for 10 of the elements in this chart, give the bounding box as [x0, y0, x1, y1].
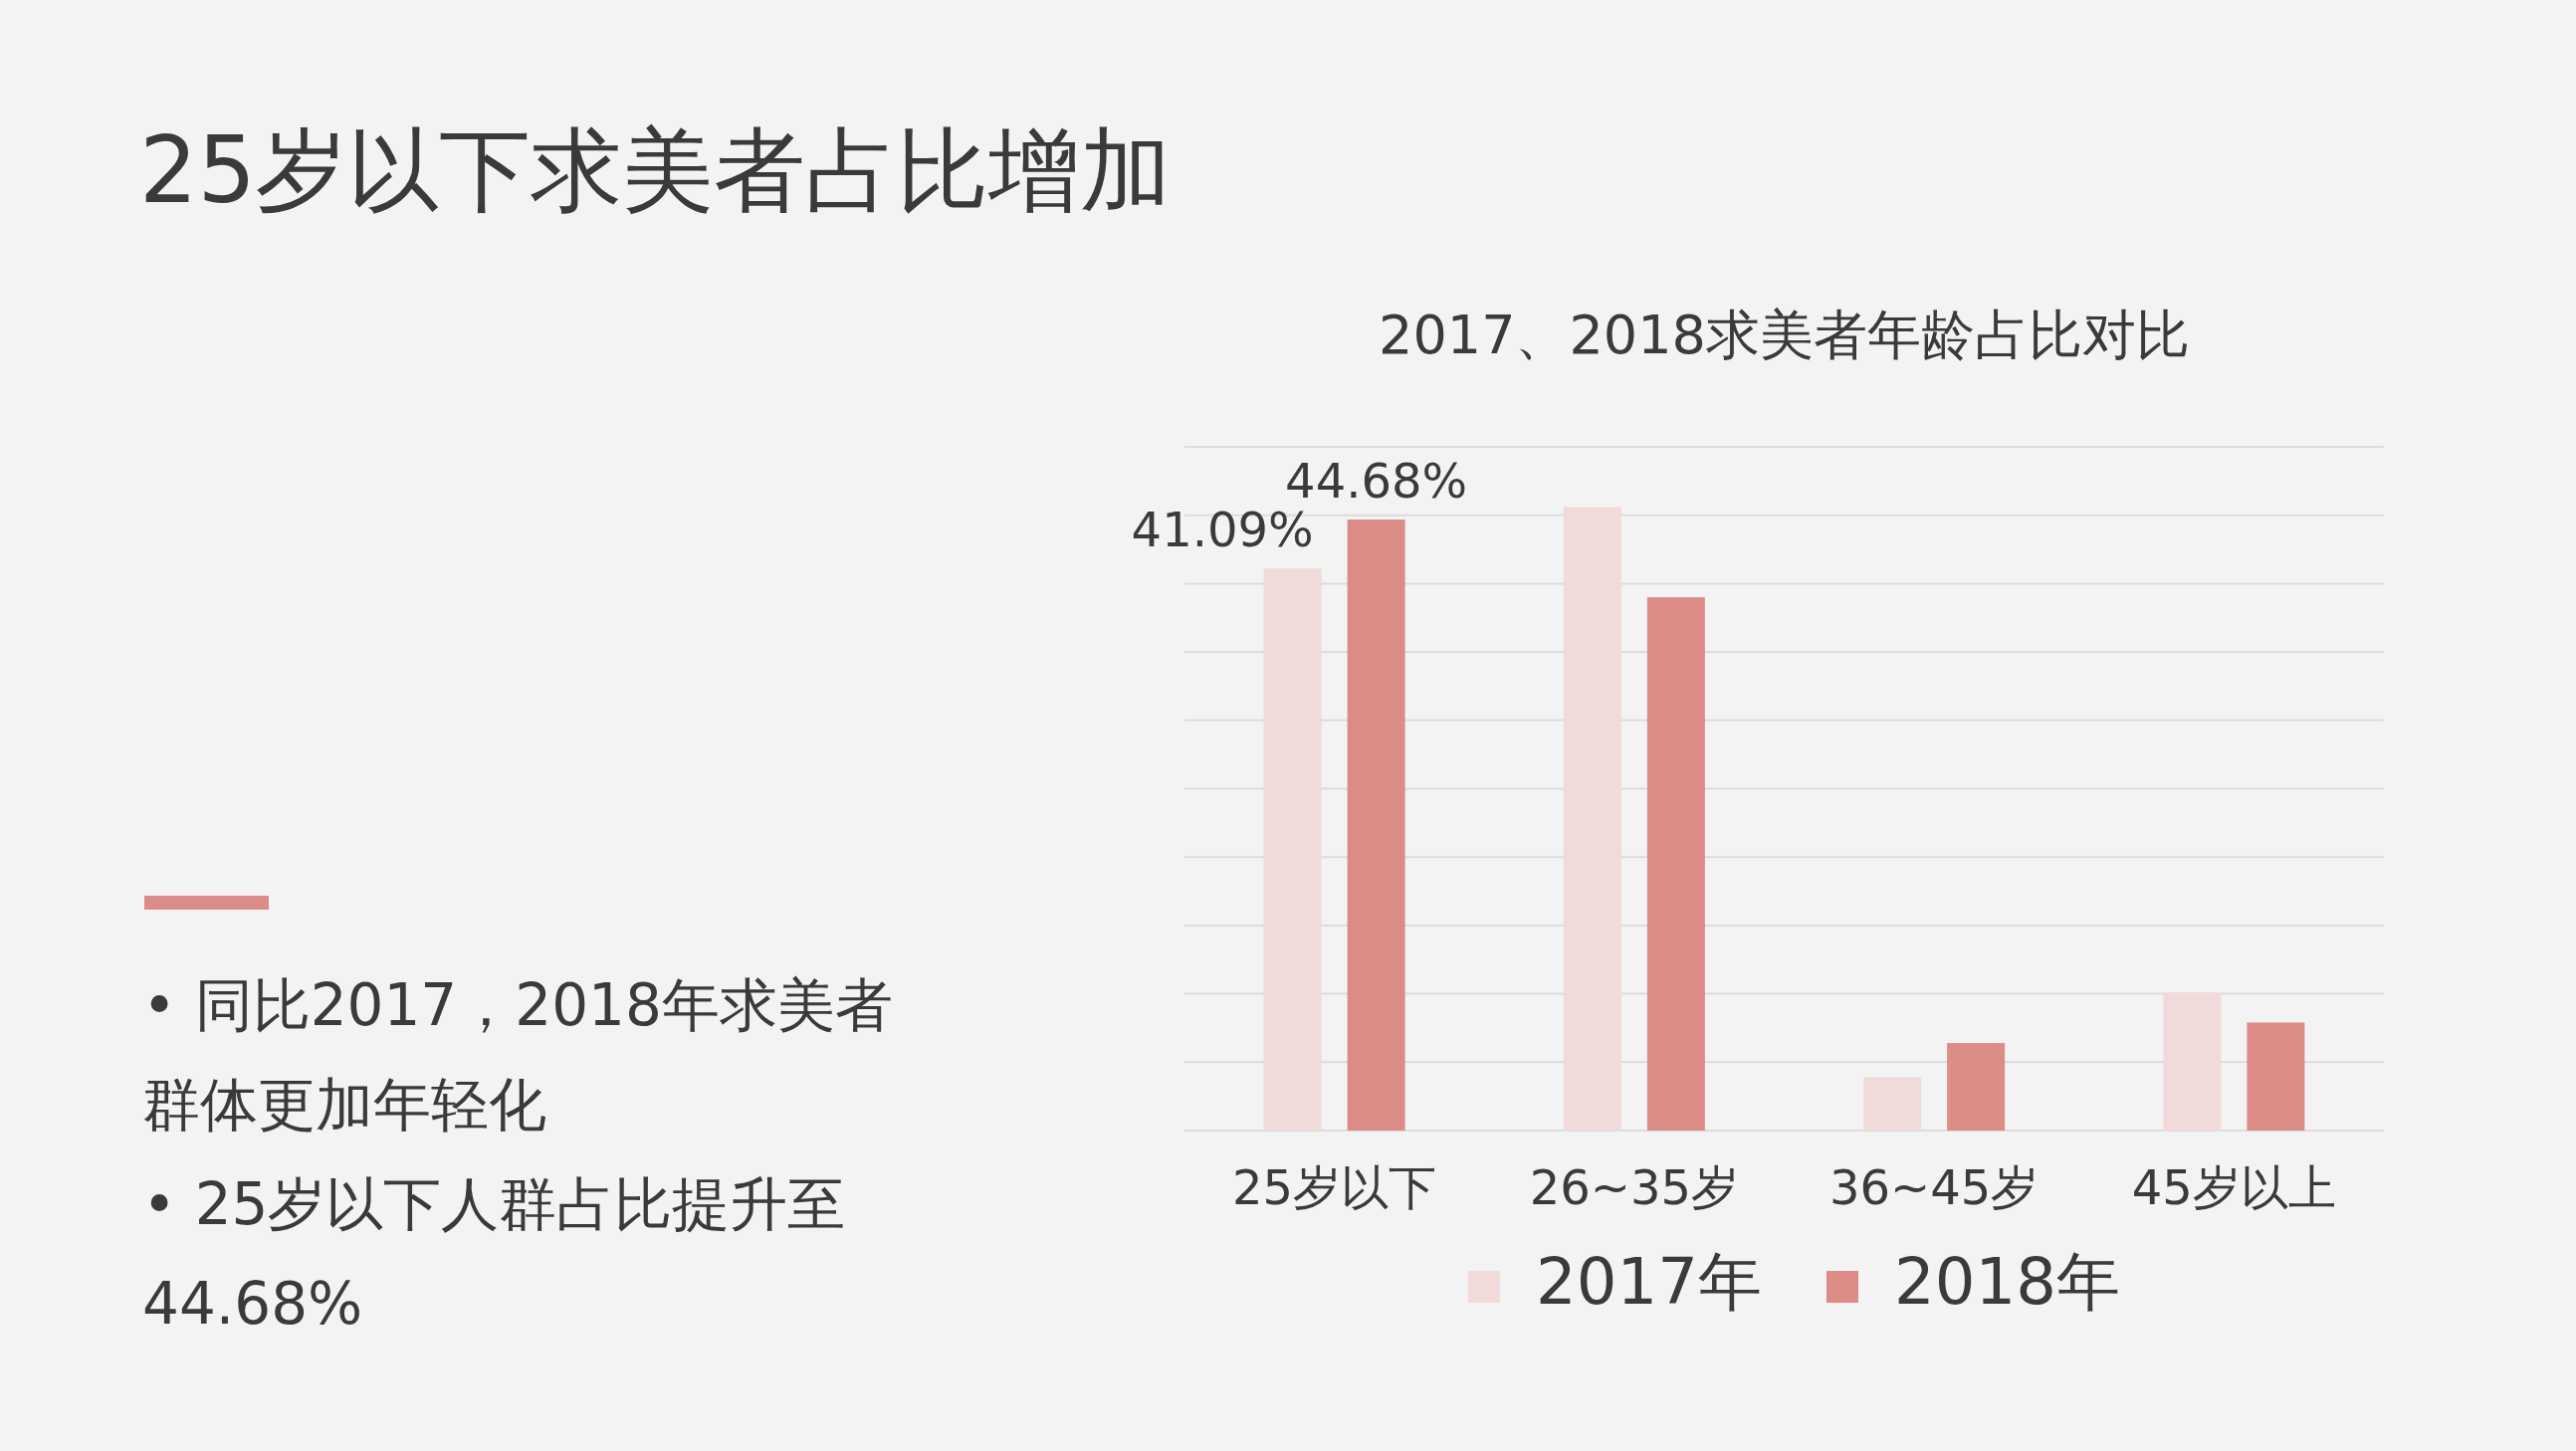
- text: • 25岁以下人群占比提升至44.68%: [142, 1169, 847, 1340]
- legend-label: 2018年: [1894, 1245, 2120, 1319]
- chart-subtitle: 2017、2018求美者年龄占比对比: [1379, 304, 2190, 366]
- x-tick-label: 25岁以下: [1232, 1159, 1437, 1215]
- x-tick-label: 26~35岁: [1529, 1159, 1740, 1215]
- x-tick-label: 36~45岁: [1828, 1159, 2039, 1215]
- text: • 同比2017，2018年求美者群体更加年轻化: [142, 970, 894, 1140]
- legend-label: 2017年: [1536, 1245, 1762, 1319]
- x-tick-label: 45岁以上: [2131, 1159, 2336, 1215]
- chart-title: 25岁以下求美者占比增加: [139, 116, 1173, 226]
